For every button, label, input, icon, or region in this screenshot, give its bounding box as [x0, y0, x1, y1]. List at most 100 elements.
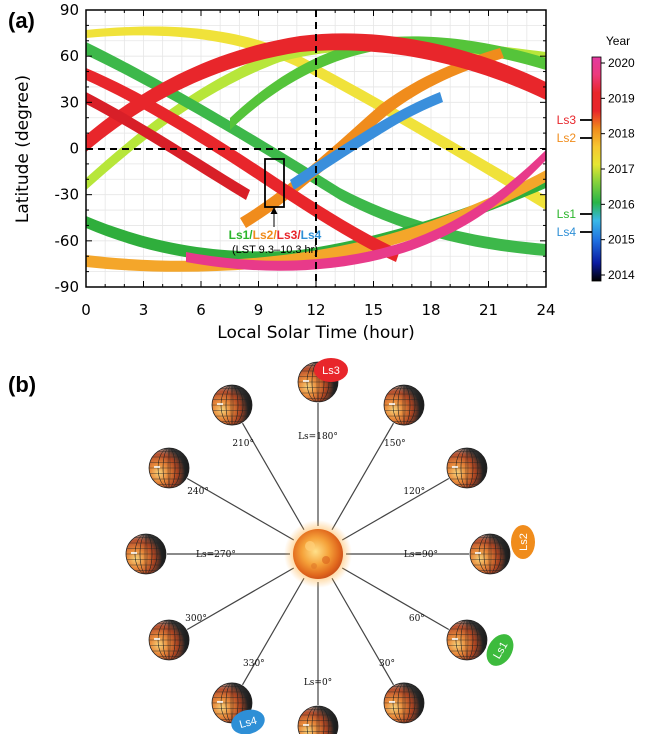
- globe-outline: [469, 533, 511, 575]
- badge-shape: [511, 525, 535, 559]
- season-annotation: Ls1/Ls2/Ls3/Ls4: [229, 228, 322, 242]
- colorbar-tick-label: 2016: [608, 197, 635, 211]
- band-orange-a: [240, 48, 504, 228]
- season-name: Ls1/: [229, 228, 254, 242]
- x-axis-label: Local Solar Time (hour): [217, 323, 414, 343]
- mars-globe: [446, 619, 488, 661]
- colorbar-tick-label: 2019: [608, 91, 635, 105]
- globe-surface: [384, 385, 424, 426]
- ls-angle-label: 120°: [403, 487, 425, 497]
- x-tick-label: 24: [536, 301, 555, 319]
- panel-a-label: (a): [8, 8, 35, 33]
- colorbar: [591, 56, 602, 282]
- season-badge: Ls2: [511, 525, 535, 559]
- y-tick-label: 60: [60, 47, 79, 65]
- globe-surface: [298, 706, 338, 734]
- colorbar-ticks: 2020 2019 2018 2017 2016 2015 2014: [601, 56, 635, 282]
- ls-angle-label: 300°: [185, 614, 207, 624]
- badge-label: Ls2: [518, 533, 530, 551]
- x-tick-label: 9: [254, 301, 264, 319]
- globe-outline: [211, 384, 253, 426]
- x-tick-label: 15: [364, 301, 383, 319]
- mars-globe: [469, 533, 511, 575]
- x-tick-label: 12: [306, 301, 325, 319]
- colorbar-season-marker: Ls3: [557, 113, 577, 127]
- x-tick-label: 3: [139, 301, 149, 319]
- ls-angle-labels: Ls=0° 30° 60° Ls=90° 120° 150° Ls=180° 210° 240°…: [185, 432, 438, 688]
- x-tick-label: 18: [421, 301, 440, 319]
- globe-surface: [212, 385, 252, 426]
- y-tick-label: 90: [60, 1, 79, 19]
- season-badge: Ls4: [231, 709, 265, 734]
- globe-outline: [446, 447, 488, 489]
- band-blue: [290, 92, 443, 190]
- season-badge: Ls3: [314, 358, 348, 382]
- mars-globe: [446, 447, 488, 489]
- badge-label: Ls4: [238, 715, 258, 731]
- mars-globe: [297, 705, 339, 734]
- globe-dayside: [298, 706, 338, 734]
- y-tick-label: -90: [55, 278, 80, 296]
- badge-shape: [231, 709, 265, 734]
- lst-highlight-box: [264, 158, 285, 208]
- mars-globe: [383, 384, 425, 426]
- ls-angle-label: 30°: [379, 659, 395, 669]
- lst-range-label: (LST 9.3–10.3 hr): [232, 244, 318, 256]
- season-names: Ls1/Ls2/Ls3/Ls4: [229, 228, 322, 242]
- season-badges: Ls3 Ls2 Ls1 Ls4: [231, 358, 535, 734]
- y-axis-label: Latitude (degree): [13, 75, 33, 223]
- season-badge: Ls1: [486, 634, 514, 666]
- badge-shape: [486, 634, 514, 666]
- colorbar-title: Year: [606, 34, 630, 48]
- orbit-spoke: [186, 477, 295, 541]
- ls-angle-label: Ls=0°: [304, 678, 332, 688]
- ls-angle-label: Ls=90°: [404, 550, 438, 560]
- globe-outline: [297, 705, 339, 734]
- globe-surface: [149, 448, 190, 488]
- globe-surface: [384, 682, 424, 723]
- orbit-spoke: [186, 567, 295, 631]
- colorbar-tick-label: 2018: [608, 127, 635, 141]
- globe-outline: [125, 533, 167, 575]
- orbit-spokes: [167, 403, 469, 705]
- orbit-spoke: [341, 477, 450, 541]
- globe-outline: [148, 619, 190, 661]
- x-tick-labels: 0 3 6 9 12 15 18 21 24: [81, 301, 555, 319]
- globe-outline: [297, 361, 339, 403]
- y-tick-label: 0: [69, 140, 79, 158]
- arrow-head: [270, 207, 278, 214]
- sun: [284, 520, 352, 588]
- colorbar-season-marker: Ls1: [557, 207, 577, 221]
- season-name: Ls2/: [253, 228, 278, 242]
- ls-angle-label: 330°: [243, 659, 265, 669]
- globe-surface: [446, 448, 487, 488]
- y-tick-label: -30: [55, 186, 80, 204]
- orbit-spoke: [331, 422, 395, 531]
- globe-outline: [446, 619, 488, 661]
- globe-surface: [149, 620, 190, 660]
- colorbar-tick-label: 2017: [608, 162, 635, 176]
- ls-angle-label: 60°: [409, 614, 425, 624]
- ls-angle-label: Ls=270°: [196, 550, 236, 560]
- orbit-bands: [86, 26, 546, 272]
- ls-angle-label: 150°: [384, 439, 406, 449]
- x-tick-label: 6: [196, 301, 206, 319]
- season-name: Ls3/: [277, 228, 302, 242]
- panel-b-label: (b): [8, 372, 36, 397]
- ls-angle-label: Ls=180°: [298, 432, 338, 442]
- mars-globe: [148, 447, 190, 489]
- y-tick-label: 30: [60, 93, 79, 111]
- colorbar-season-marker: Ls4: [557, 225, 577, 239]
- mars-globe: [211, 384, 253, 426]
- colorbar-season-marker: Ls2: [557, 131, 577, 145]
- band-red-c: [86, 92, 250, 200]
- globe-outline: [383, 682, 425, 724]
- y-tick-label: -60: [55, 232, 80, 250]
- band-red-a: [86, 68, 400, 262]
- mars-globe: [148, 619, 190, 661]
- orbit-spoke: [331, 577, 395, 686]
- ls-angle-label: 210°: [232, 439, 254, 449]
- x-tick-label: 21: [479, 301, 498, 319]
- globe-outline: [383, 384, 425, 426]
- colorbar-season-markers: Ls3 Ls2 Ls1 Ls4: [557, 113, 592, 239]
